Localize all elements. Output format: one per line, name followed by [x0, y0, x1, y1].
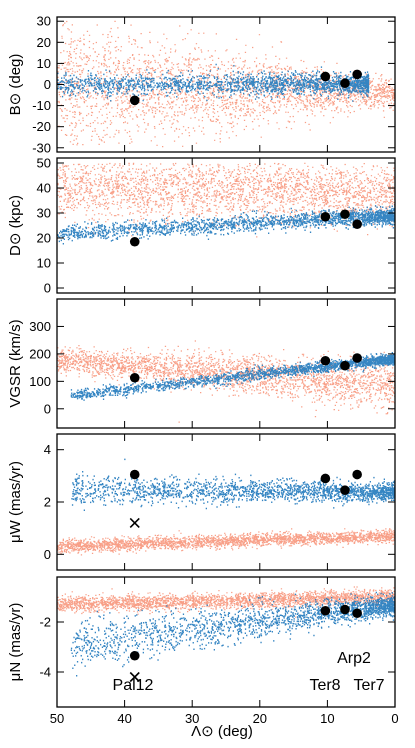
- particles-muW: [57, 458, 395, 556]
- particles-V: [57, 340, 395, 423]
- ytick-label: 10: [37, 56, 51, 71]
- label-ter8: Ter8: [309, 677, 340, 694]
- cluster-marker: [129, 650, 140, 661]
- cluster-marker: [340, 360, 350, 371]
- ytick-label: 2: [44, 495, 51, 510]
- ytick-label: 20: [37, 231, 51, 246]
- ytick-label: -20: [32, 119, 51, 134]
- cluster-marker: [340, 485, 350, 496]
- ytick-label: -2: [39, 615, 51, 630]
- cluster-marker: [129, 95, 140, 106]
- particles-orange: [57, 528, 395, 556]
- x-axis-title: Λ⊙ (deg): [191, 723, 253, 740]
- cluster-marker: [320, 355, 331, 366]
- particles-blue: [57, 203, 395, 245]
- particles-D: [57, 162, 395, 245]
- particle-layer: [57, 20, 395, 677]
- cluster-marker: [320, 605, 331, 616]
- panel-frame-muW: [56, 433, 396, 571]
- ytick-label: -4: [39, 665, 51, 680]
- panel-frame-muN: [56, 576, 396, 708]
- xtick-label: 40: [117, 711, 131, 726]
- xtick-label: 50: [50, 711, 64, 726]
- ytick-label: 10: [37, 256, 51, 271]
- xtick-label: 30: [185, 711, 199, 726]
- cluster-marker: [320, 211, 331, 222]
- xtick-label: 0: [391, 711, 398, 726]
- ytick-label: -10: [32, 98, 51, 113]
- cluster-marker: [352, 219, 362, 230]
- label-pal12: Pal12: [113, 677, 154, 694]
- particles-blue: [71, 458, 395, 512]
- xtick-label: 20: [253, 711, 267, 726]
- cluster-marker: [320, 473, 331, 484]
- particles-orange: [57, 162, 395, 238]
- y-axis-title-V: VGSR (km/s): [7, 319, 24, 407]
- cluster-layer: [129, 69, 362, 683]
- cluster-marker: [129, 236, 140, 247]
- annotation-layer: Pal12 Arp2 Ter8 Ter7 Λ⊙ (deg): [113, 650, 385, 740]
- ytick-label: 200: [29, 346, 51, 361]
- cluster-marker: [340, 209, 350, 220]
- ytick-label: 0: [44, 547, 51, 562]
- cluster-marker: [129, 372, 140, 383]
- cross-marker: [129, 517, 140, 528]
- particles-blue: [57, 63, 370, 102]
- ytick-label: -30: [32, 140, 51, 155]
- cluster-marker: [129, 469, 140, 480]
- xtick-label: 10: [320, 711, 334, 726]
- ytick-label: 300: [29, 319, 51, 334]
- ytick-label: 20: [37, 35, 51, 50]
- cluster-marker: [320, 71, 331, 82]
- cluster-marker: [352, 469, 362, 480]
- cluster-marker: [340, 604, 350, 615]
- particles-blue: [70, 590, 395, 677]
- label-arp2: Arp2: [337, 650, 371, 667]
- panel-frame-D: [56, 157, 396, 294]
- ytick-label: 4: [44, 442, 51, 457]
- panel-frame-V: [56, 298, 396, 429]
- ytick-label: 0: [44, 401, 51, 416]
- cross-marker: [129, 671, 140, 683]
- y-axis-title-muN: μN (mas/yr): [7, 603, 24, 682]
- ytick-label: 30: [37, 14, 51, 29]
- cluster-marker: [340, 78, 350, 89]
- y-axis-title-D: D⊙ (kpc): [7, 195, 24, 256]
- cluster-marker: [352, 353, 362, 363]
- y-axis-title-muW: μW (mas/yr): [7, 461, 24, 543]
- ytick-label: 0: [44, 77, 51, 92]
- ytick-label: 40: [37, 181, 51, 196]
- y-axis-title-B: B⊙ (deg): [7, 54, 24, 116]
- cluster-marker: [352, 69, 362, 80]
- ytick-label: 50: [37, 156, 51, 171]
- ytick-label: 30: [37, 206, 51, 221]
- ytick-label: 0: [44, 281, 51, 296]
- label-ter7: Ter7: [353, 677, 384, 694]
- particles-muN: [57, 586, 395, 677]
- cluster-marker: [352, 608, 362, 619]
- ytick-label: 100: [29, 374, 51, 389]
- particles-B: [57, 20, 395, 148]
- particles-orange: [57, 340, 395, 423]
